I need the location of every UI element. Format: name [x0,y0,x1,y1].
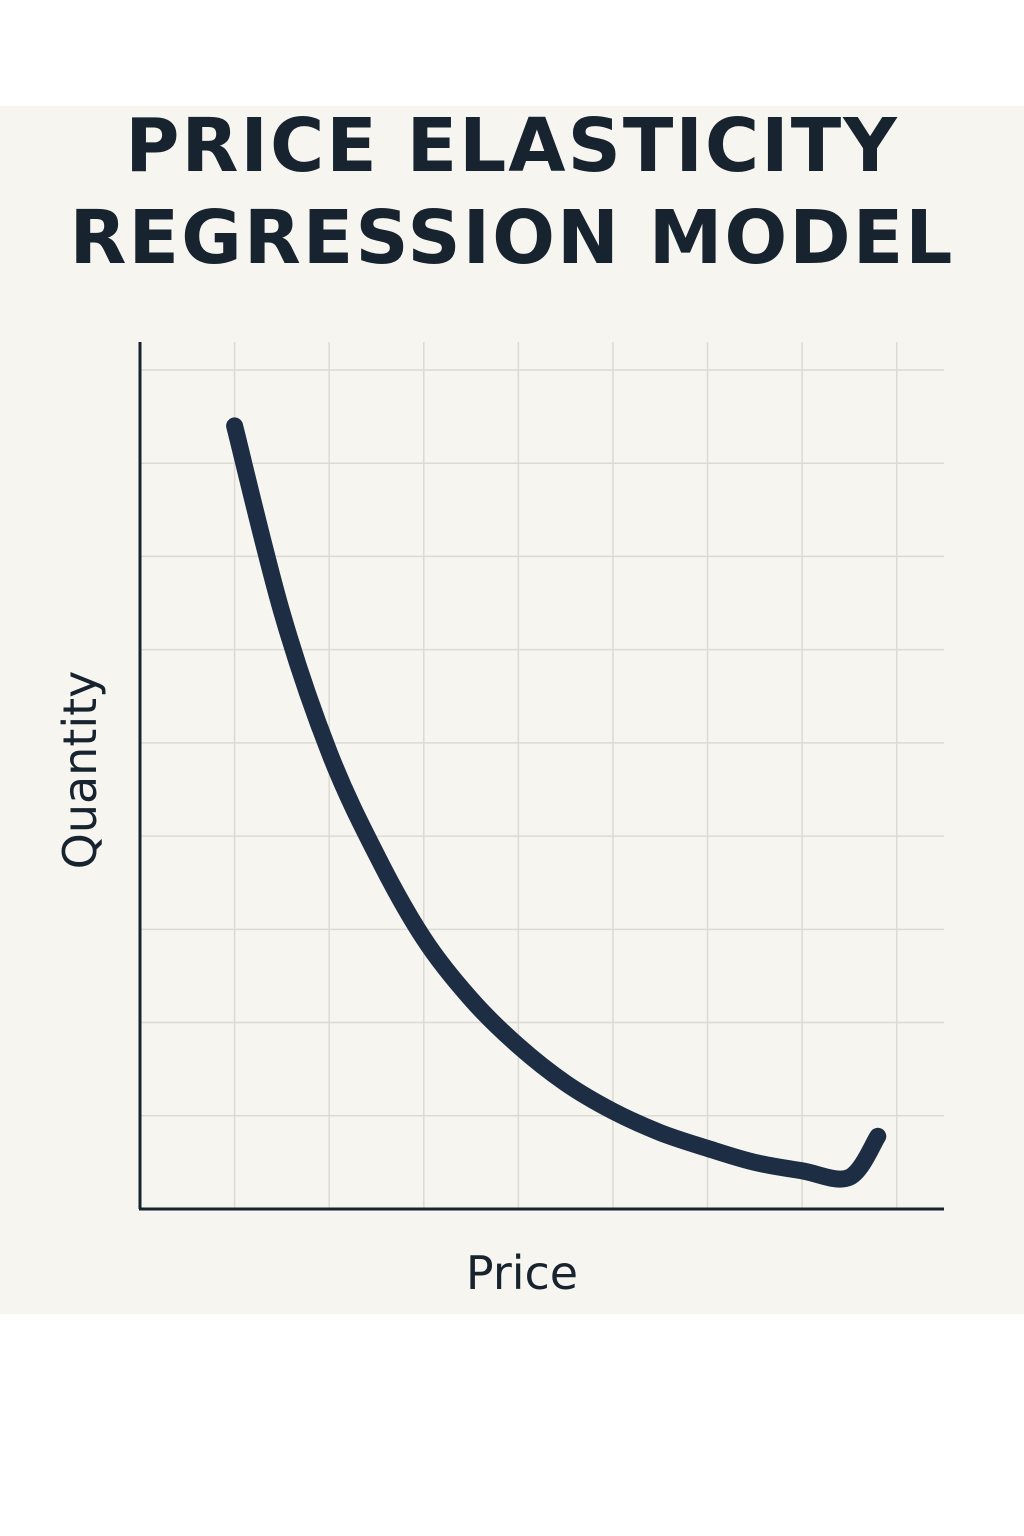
y-axis-label: Quantity [53,671,107,870]
demand-curve-line [226,417,887,1188]
grid [140,342,944,1209]
x-axis-label: Price [466,1246,578,1300]
chart-panel [0,106,1024,1314]
chart-title-line-2: REGRESSION MODEL [69,195,955,281]
chart-title: PRICE ELASTICITY REGRESSION MODEL [0,100,1024,284]
chart-title-line-1: PRICE ELASTICITY [125,103,899,189]
